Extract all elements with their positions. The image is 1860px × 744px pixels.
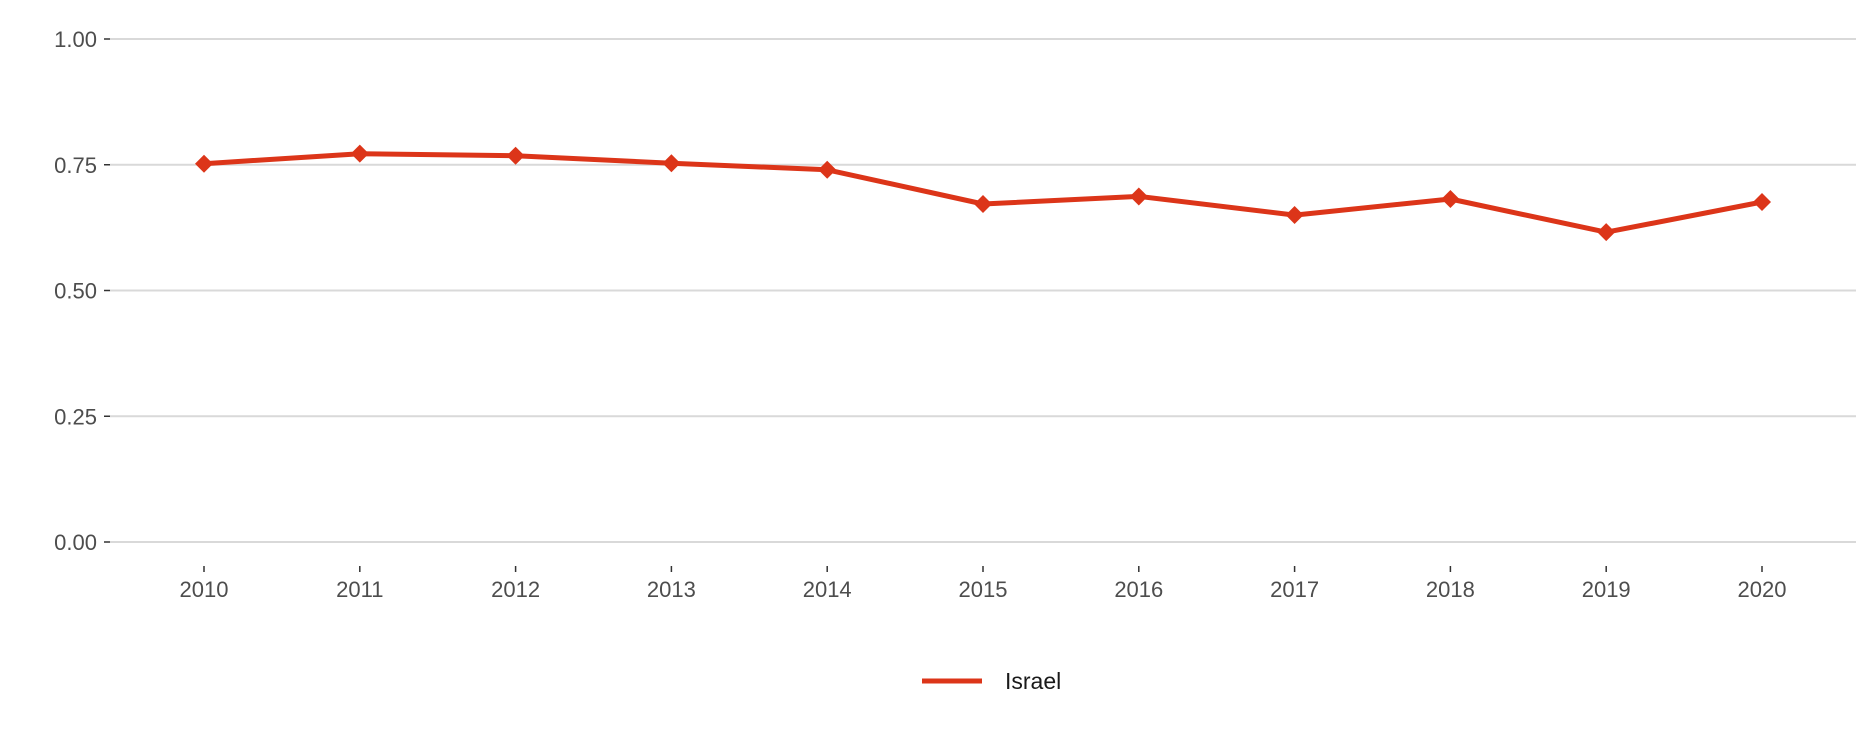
data-point-2012 xyxy=(506,146,525,165)
data-point-2014 xyxy=(818,160,837,179)
x-tick-label: 2012 xyxy=(491,577,540,602)
series-layer xyxy=(195,144,1771,242)
x-tick-label: 2017 xyxy=(1270,577,1319,602)
x-tick-label: 2020 xyxy=(1738,577,1787,602)
y-tick-label: 0.50 xyxy=(54,279,97,304)
x-tick-label: 2013 xyxy=(647,577,696,602)
x-tick-label: 2014 xyxy=(803,577,852,602)
x-tick-label: 2018 xyxy=(1426,577,1475,602)
y-axis: 0.00 0.25 0.50 0.75 1.00 xyxy=(54,27,110,555)
x-tick-label: 2011 xyxy=(336,577,383,602)
x-tick-label: 2010 xyxy=(180,577,229,602)
x-tick-label: 2019 xyxy=(1582,577,1631,602)
data-point-2011 xyxy=(350,144,369,163)
y-tick-label: 0.25 xyxy=(54,404,97,429)
data-point-2015 xyxy=(974,194,992,213)
data-point-2020 xyxy=(1753,192,1771,211)
data-point-2018 xyxy=(1441,189,1460,208)
data-point-2016 xyxy=(1129,187,1148,206)
legend-label: Israel xyxy=(1005,668,1061,694)
gridlines xyxy=(110,38,1856,543)
legend: Israel xyxy=(922,668,1061,694)
x-tick-label: 2016 xyxy=(1114,577,1163,602)
y-tick-label: 0.00 xyxy=(54,530,97,555)
data-point-2010 xyxy=(195,154,213,173)
x-tick-label: 2015 xyxy=(959,577,1008,602)
y-tick-label: 0.75 xyxy=(54,153,97,178)
x-axis: 2010 2011 2012 2013 2014 2015 2016 2017 2018 2019… xyxy=(180,566,1787,602)
data-point-2017 xyxy=(1285,206,1304,225)
y-tick-label: 1.00 xyxy=(54,27,97,52)
data-point-2013 xyxy=(662,154,681,173)
data-point-2019 xyxy=(1597,223,1616,242)
